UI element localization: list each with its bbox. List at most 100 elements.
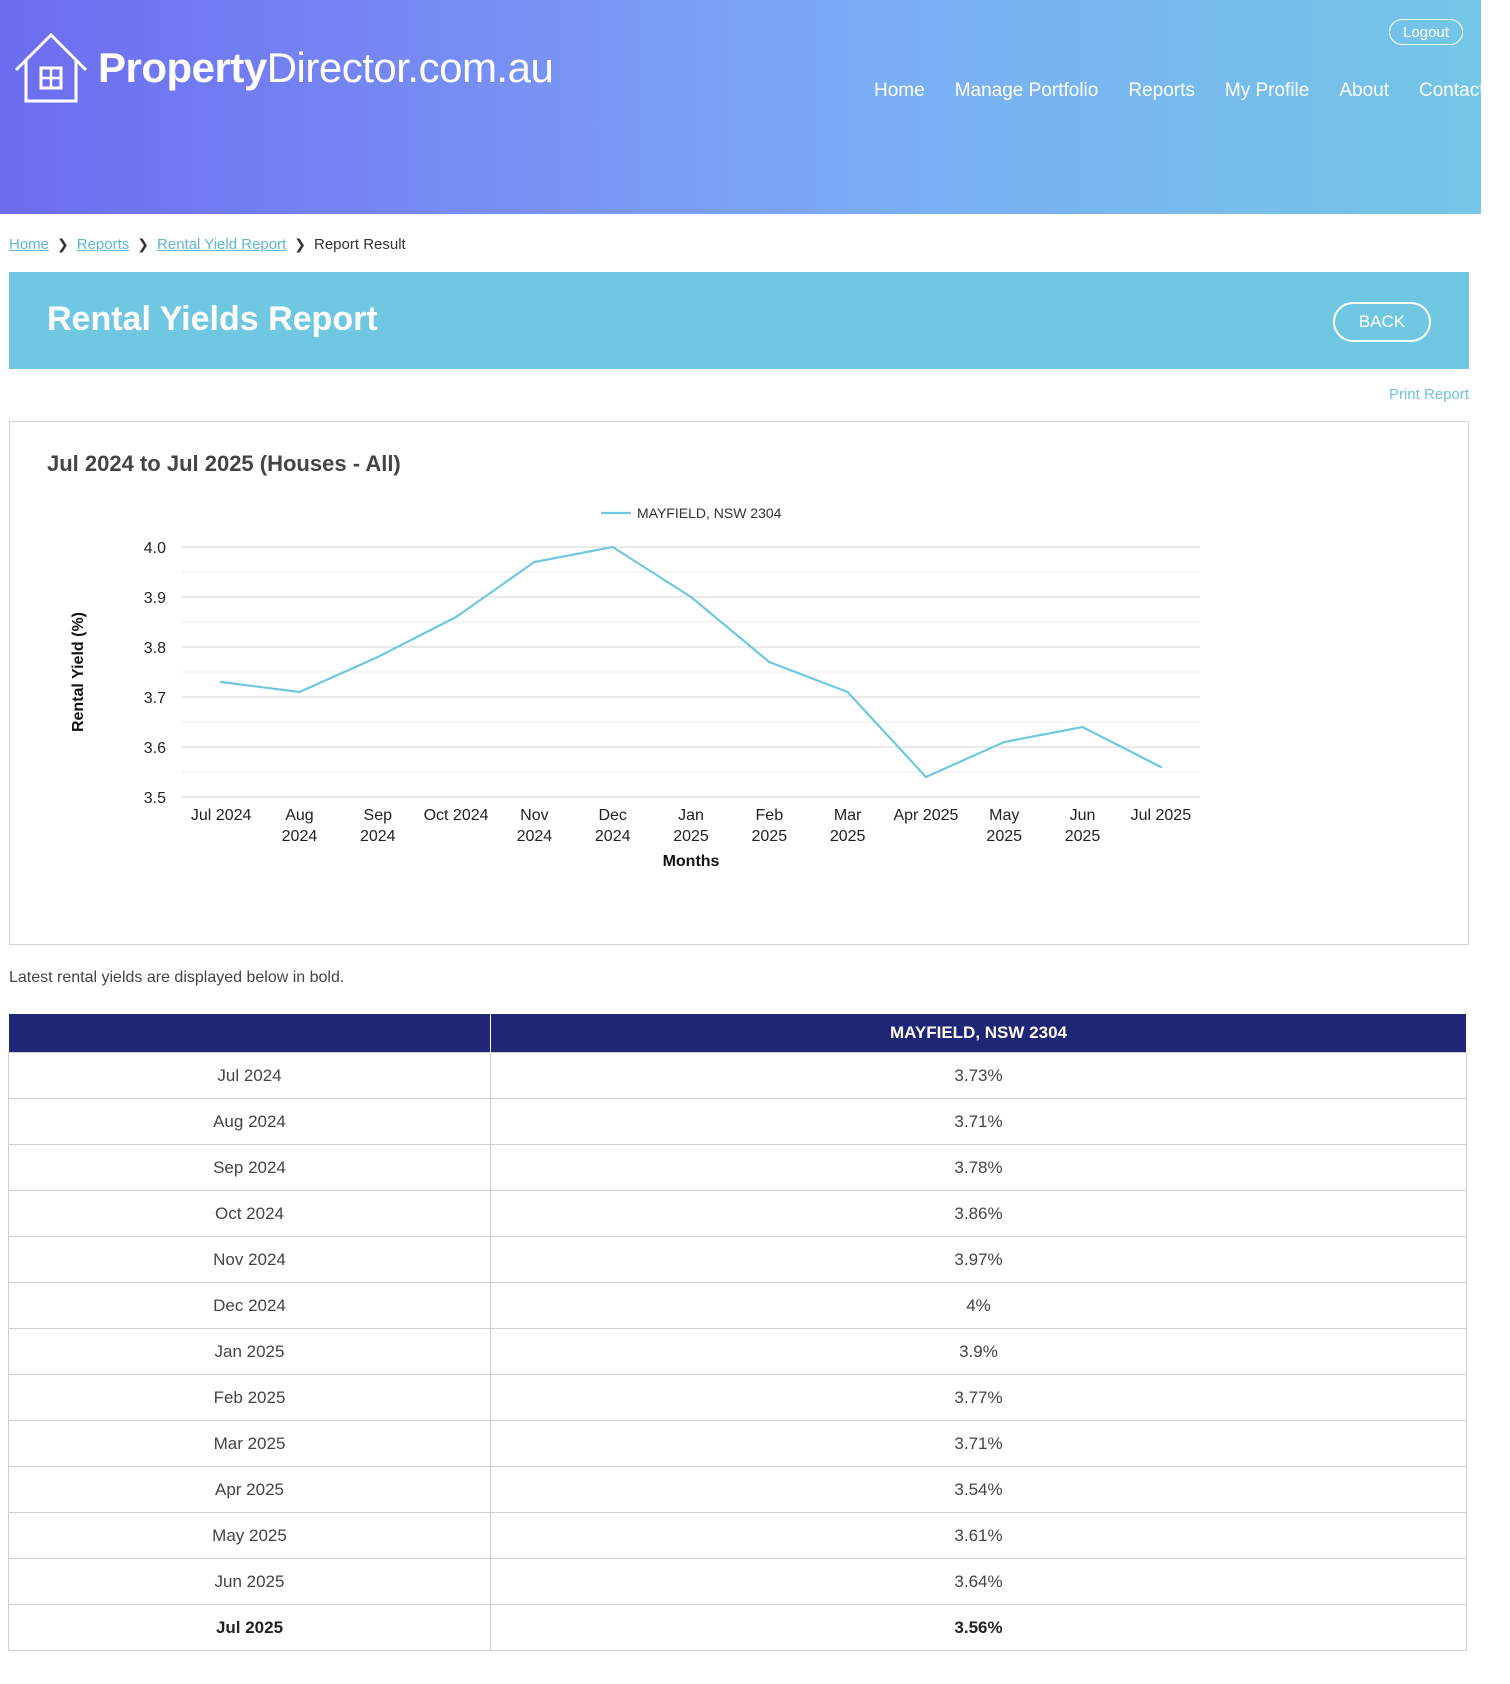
table-header-row: MAYFIELD, NSW 2304 xyxy=(8,1014,1467,1053)
table-cell-yield: 3.97% xyxy=(490,1236,1467,1283)
y-tick-label: 4.0 xyxy=(144,540,166,557)
page-title-bar: Rental Yields Report BACK xyxy=(9,272,1469,369)
y-tick-label: 3.5 xyxy=(144,790,166,807)
data-point xyxy=(768,660,771,664)
table-row: Sep 2024 3.78% xyxy=(8,1144,1467,1191)
table-cell-month: Jul 2025 xyxy=(8,1604,491,1651)
table-row: Apr 2025 3.54% xyxy=(8,1466,1467,1513)
chart-panel: Jul 2024 to Jul 2025 (Houses - All) 4.0 3… xyxy=(9,421,1469,945)
table-row: Jun 2025 3.64% xyxy=(8,1558,1467,1605)
table-row: Feb 2025 3.77% xyxy=(8,1374,1467,1421)
nav-contact[interactable]: Contact xyxy=(1419,80,1485,101)
table-header-month xyxy=(8,1014,491,1053)
breadcrumb-rental-yield-report[interactable]: Rental Yield Report xyxy=(157,236,287,253)
x-tick-label: Mar 2025 xyxy=(830,807,866,845)
table-row: Mar 2025 3.71% xyxy=(8,1420,1467,1467)
chevron-right-icon: ❯ xyxy=(137,236,150,252)
table-cell-yield: 3.86% xyxy=(490,1190,1467,1237)
table-cell-yield: 3.71% xyxy=(490,1098,1467,1145)
table-row: Jul 2024 3.73% xyxy=(8,1052,1467,1099)
table-cell-month: Jul 2024 xyxy=(8,1052,491,1099)
table-cell-yield: 3.77% xyxy=(490,1374,1467,1421)
house-icon xyxy=(14,32,88,103)
table-cell-month: Sep 2024 xyxy=(8,1144,491,1191)
back-button[interactable]: BACK xyxy=(1333,302,1431,342)
table-cell-month: May 2025 xyxy=(8,1512,491,1559)
x-tick-label: Jul 2025 xyxy=(1131,807,1192,824)
x-tick-label: Dec 2024 xyxy=(595,807,631,845)
chart-title: Jul 2024 to Jul 2025 (Houses - All) xyxy=(47,451,401,476)
breadcrumb: Home ❯ Reports ❯ Rental Yield Report ❯ R… xyxy=(9,236,406,253)
rental-yield-chart: 4.0 3.9 3.8 3.7 3.6 3.5 Jul 2024 Aug 2024 Sep 2024… xyxy=(70,505,1200,870)
nav-reports[interactable]: Reports xyxy=(1128,80,1195,101)
x-tick-label: Jun 2025 xyxy=(1065,807,1101,845)
table-row: Oct 2024 3.86% xyxy=(8,1190,1467,1237)
data-point xyxy=(454,615,458,619)
data-point xyxy=(1081,725,1084,729)
table-cell-yield: 3.56% xyxy=(490,1604,1467,1651)
table-cell-month: Oct 2024 xyxy=(8,1190,491,1237)
logout-button[interactable]: Logout xyxy=(1389,19,1463,45)
data-point xyxy=(298,690,301,694)
print-report-link[interactable]: Print Report xyxy=(1388,386,1469,403)
data-point xyxy=(1159,765,1163,769)
table-row: Jan 2025 3.9% xyxy=(8,1328,1467,1375)
breadcrumb-home[interactable]: Home xyxy=(9,236,50,253)
site-header: PropertyDirector.com.au Logout Home Mana… xyxy=(0,0,1484,214)
series-line xyxy=(221,545,1162,779)
y-tick-label: 3.7 xyxy=(144,690,166,707)
table-cell-yield: 3.64% xyxy=(490,1558,1467,1605)
x-tick-label: Sep 2024 xyxy=(360,807,396,845)
y-tick-label: 3.9 xyxy=(144,590,166,607)
nav-my-profile[interactable]: My Profile xyxy=(1224,80,1310,101)
data-point xyxy=(376,655,379,659)
chevron-right-icon: ❯ xyxy=(294,236,306,252)
chevron-right-icon: ❯ xyxy=(57,236,69,252)
table-cell-month: Apr 2025 xyxy=(8,1466,491,1513)
main-nav: Home Manage Portfolio Reports My Profile… xyxy=(874,80,1510,102)
data-point xyxy=(611,545,614,549)
table-note: Latest rental yields are displayed below… xyxy=(9,969,345,986)
table-header-suburb: MAYFIELD, NSW 2304 xyxy=(490,1014,1467,1053)
table-cell-month: Jun 2025 xyxy=(8,1558,491,1605)
rental-yield-table: MAYFIELD, NSW 2304 Jul 2024 3.73% Aug 2024… xyxy=(8,1014,1467,1651)
table-cell-month: Nov 2024 xyxy=(8,1236,491,1283)
table-cell-month: Dec 2024 xyxy=(8,1282,491,1329)
table-cell-month: Mar 2025 xyxy=(8,1420,491,1467)
x-tick-label: Oct 2024 xyxy=(424,807,489,824)
nav-home[interactable]: Home xyxy=(874,80,925,101)
nav-manage-portfolio[interactable]: Manage Portfolio xyxy=(954,80,1099,101)
x-tick-label: Jan 2025 xyxy=(673,807,709,845)
breadcrumb-reports[interactable]: Reports xyxy=(76,236,130,253)
x-tick-label: Aug 2024 xyxy=(282,807,318,845)
table-cell-yield: 3.61% xyxy=(490,1512,1467,1559)
site-logo[interactable]: PropertyDirector.com.au xyxy=(14,32,554,104)
x-tick-label: Apr 2025 xyxy=(893,807,958,824)
page-title: Rental Yields Report xyxy=(47,300,378,338)
data-point xyxy=(219,680,223,684)
legend-label: MAYFIELD, NSW 2304 xyxy=(637,505,782,521)
table-cell-yield: 3.71% xyxy=(490,1420,1467,1467)
table-cell-yield: 4% xyxy=(490,1282,1467,1329)
x-axis-title: Months xyxy=(663,853,720,870)
x-tick-label: Nov 2024 xyxy=(517,807,553,845)
table-cell-month: Aug 2024 xyxy=(8,1098,491,1145)
table-cell-yield: 3.54% xyxy=(490,1466,1467,1513)
data-point xyxy=(533,560,536,564)
breadcrumb-current: Report Result xyxy=(314,236,406,253)
table-cell-yield: 3.9% xyxy=(490,1328,1467,1375)
nav-about[interactable]: About xyxy=(1339,80,1389,101)
table-row: Nov 2024 3.97% xyxy=(8,1236,1467,1283)
table-cell-month: Feb 2025 xyxy=(8,1374,491,1421)
logo-text: PropertyDirector.com.au xyxy=(98,44,554,91)
data-point xyxy=(924,775,928,779)
table-cell-yield: 3.73% xyxy=(490,1052,1467,1099)
data-point xyxy=(689,595,693,599)
x-tick-label: Feb 2025 xyxy=(752,807,788,845)
y-axis-title: Rental Yield (%) xyxy=(70,612,87,732)
table-cell-yield: 3.78% xyxy=(490,1144,1467,1191)
x-tick-label: Jul 2024 xyxy=(191,807,252,824)
data-point xyxy=(1003,740,1006,744)
y-tick-label: 3.6 xyxy=(144,740,166,757)
data-point xyxy=(846,690,849,694)
